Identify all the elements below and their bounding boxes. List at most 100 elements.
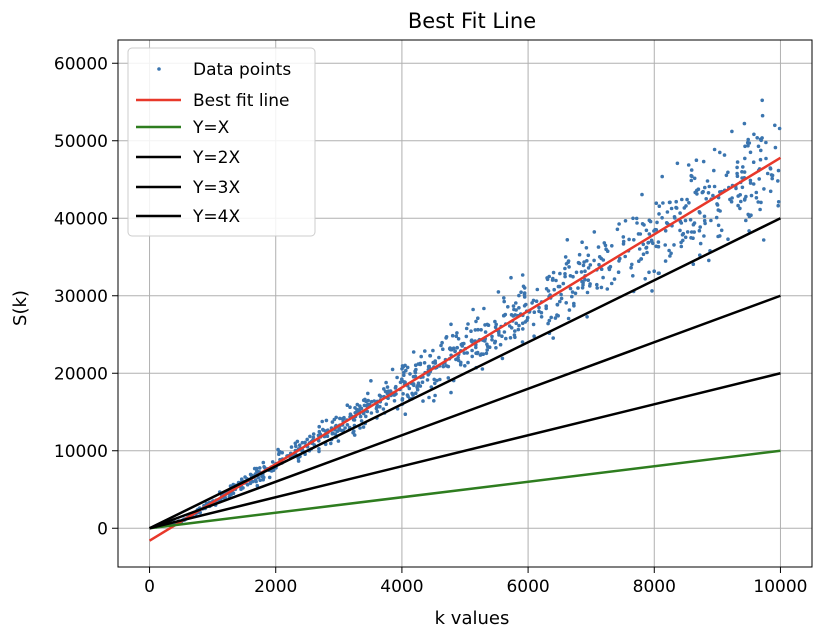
data-point: [359, 406, 364, 411]
data-point: [440, 340, 444, 345]
data-point: [647, 218, 652, 223]
data-point: [758, 207, 762, 212]
data-point: [759, 148, 763, 153]
data-point: [345, 403, 350, 408]
data-point: [573, 291, 578, 296]
data-point: [411, 393, 415, 397]
data-point: [776, 203, 780, 208]
data-point: [289, 445, 294, 449]
data-point: [359, 419, 364, 423]
data-point: [229, 492, 233, 497]
data-point: [738, 206, 742, 211]
data-point: [654, 201, 659, 205]
data-point: [551, 276, 555, 281]
data-point: [427, 395, 431, 400]
data-point: [630, 262, 634, 267]
data-point: [583, 277, 587, 282]
data-point: [470, 354, 475, 359]
y-tick-label: 0: [97, 519, 108, 539]
data-point: [525, 318, 529, 323]
data-point: [752, 132, 756, 137]
data-point: [522, 293, 527, 297]
data-point: [375, 409, 380, 414]
data-point: [476, 316, 480, 321]
data-point: [465, 351, 470, 355]
data-point: [475, 350, 480, 355]
data-point: [450, 333, 455, 338]
data-point: [512, 333, 517, 337]
data-point: [576, 286, 580, 290]
data-point: [595, 286, 599, 290]
data-point: [379, 394, 383, 399]
data-point: [406, 394, 410, 399]
data-point: [685, 230, 690, 234]
data-point: [390, 367, 395, 372]
data-point: [403, 412, 408, 417]
data-point: [483, 330, 488, 334]
data-point: [773, 145, 778, 150]
data-point: [667, 200, 672, 205]
data-point: [568, 286, 573, 291]
data-point: [537, 305, 541, 310]
data-point: [382, 387, 386, 391]
data-point: [563, 274, 567, 279]
data-point: [760, 98, 764, 103]
data-point: [712, 184, 717, 189]
data-point: [635, 221, 639, 225]
data-point: [580, 240, 584, 244]
data-point: [621, 239, 626, 244]
data-point: [612, 277, 617, 281]
data-point: [724, 173, 729, 178]
data-point: [369, 399, 374, 404]
data-point: [585, 315, 589, 319]
data-point: [656, 240, 661, 244]
data-point: [580, 286, 585, 290]
data-point: [567, 265, 571, 269]
data-point: [718, 209, 722, 213]
data-point: [276, 447, 280, 452]
data-point: [592, 230, 597, 234]
data-point: [504, 336, 508, 341]
legend-label-data-points: Data points: [193, 60, 291, 80]
data-point: [555, 313, 559, 317]
data-point: [519, 290, 523, 295]
data-point: [405, 365, 410, 370]
data-point: [355, 402, 360, 407]
data-point: [476, 327, 480, 332]
data-point: [703, 185, 707, 190]
data-point: [706, 191, 711, 195]
data-point: [494, 346, 498, 350]
data-point: [580, 279, 584, 284]
data-point: [616, 270, 621, 275]
data-point: [736, 194, 740, 198]
data-point: [330, 431, 335, 436]
data-point: [420, 380, 425, 385]
data-point: [517, 306, 521, 310]
data-point: [631, 216, 635, 221]
data-point: [714, 215, 719, 220]
data-point: [698, 225, 702, 229]
x-tick-label: 0: [144, 577, 155, 597]
data-point: [698, 241, 703, 246]
data-point: [689, 178, 694, 183]
x-ticks: 0 2000 4000 6000 8000 10000: [144, 567, 808, 597]
data-point: [308, 434, 312, 439]
data-point: [517, 293, 521, 298]
data-point: [407, 386, 412, 391]
legend-marker-data-points: [157, 67, 161, 71]
data-point: [689, 173, 693, 178]
data-point: [514, 301, 518, 305]
data-point: [394, 384, 398, 389]
data-point: [358, 414, 363, 419]
data-point: [681, 231, 686, 236]
data-point: [556, 284, 561, 289]
data-point: [435, 378, 439, 383]
data-point: [574, 270, 579, 275]
data-point: [567, 308, 572, 312]
data-point: [566, 259, 571, 263]
data-point: [577, 261, 582, 266]
data-point: [345, 423, 350, 427]
data-point: [473, 328, 478, 332]
data-point: [464, 326, 469, 331]
data-point: [609, 281, 614, 286]
